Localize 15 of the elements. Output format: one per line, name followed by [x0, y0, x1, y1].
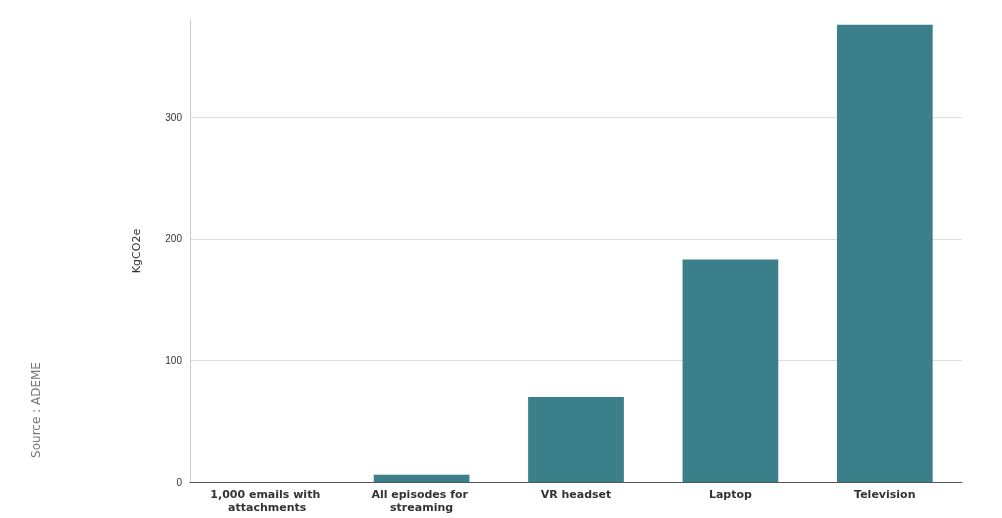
x-tick-label: Television — [854, 488, 916, 501]
source-note: Source : ADEME — [29, 362, 43, 458]
bar — [528, 396, 624, 482]
y-tick-label: 100 — [165, 354, 183, 366]
y-tick-label: 0 — [176, 476, 183, 488]
bar — [682, 259, 779, 482]
y-tick-label: 300 — [165, 111, 183, 123]
y-tick-label: 200 — [165, 233, 183, 245]
x-tick-label: Laptop — [708, 488, 753, 501]
y-axis-title: KgCO2e — [130, 228, 143, 274]
bar — [836, 24, 933, 482]
x-tick-label: All episodes for streaming — [371, 488, 472, 514]
bar — [373, 474, 470, 482]
x-tick-label: VR headset — [540, 488, 612, 501]
x-tick-label: 1,000 emails with attachments — [210, 488, 325, 514]
